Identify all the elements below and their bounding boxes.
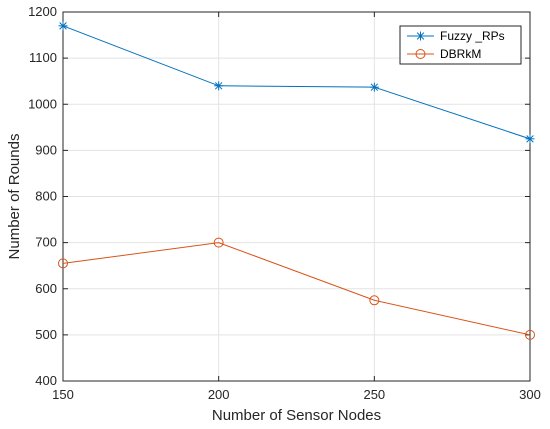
- legend-label-dbrkm: DBRkM: [440, 47, 481, 61]
- data-point-marker: [213, 237, 224, 248]
- grid: [62, 11, 531, 382]
- x-tick-label: 300: [519, 387, 541, 402]
- x-axis-title: Number of Sensor Nodes: [212, 407, 381, 424]
- y-tick-label: 500: [35, 327, 57, 342]
- y-tick-label: 1000: [28, 96, 57, 111]
- y-axis-title: Number of Rounds: [6, 134, 23, 260]
- x-tick-label: 250: [363, 387, 385, 402]
- series: [58, 21, 535, 340]
- y-tick-label: 600: [35, 281, 57, 296]
- series-line-1: [62, 242, 531, 336]
- y-tick-label: 900: [35, 142, 57, 157]
- y-tick-label: 1200: [28, 4, 57, 19]
- data-point-marker: [214, 81, 224, 91]
- data-point-marker: [369, 295, 380, 306]
- legend-marker-symbol: [416, 31, 425, 41]
- data-point-marker: [525, 134, 535, 144]
- y-tick-label: 800: [35, 189, 57, 204]
- legend-marker-fuzzy-rps: [416, 31, 425, 41]
- axis-ticks: 150 200 250 300 400 500 600 700 800 900 1000 1100 12…: [28, 4, 541, 402]
- legend-label-fuzzy-rps: Fuzzy _RPs: [440, 29, 505, 43]
- x-tick-label: 150: [52, 387, 74, 402]
- legend: Fuzzy _RPs DBRkM: [399, 25, 522, 65]
- y-tick-label: 1100: [29, 50, 57, 65]
- legend-marker-dbrkm: [415, 49, 426, 59]
- data-point-marker: [369, 82, 379, 92]
- legend-marker-symbol: [415, 49, 426, 59]
- x-tick-label: 200: [208, 387, 230, 402]
- data-point-marker: [525, 329, 535, 340]
- series-line-0: [62, 25, 531, 140]
- y-tick-label: 700: [35, 235, 57, 250]
- data-point-marker: [58, 258, 68, 269]
- y-tick-label: 400: [35, 373, 57, 388]
- data-point-marker: [58, 21, 68, 31]
